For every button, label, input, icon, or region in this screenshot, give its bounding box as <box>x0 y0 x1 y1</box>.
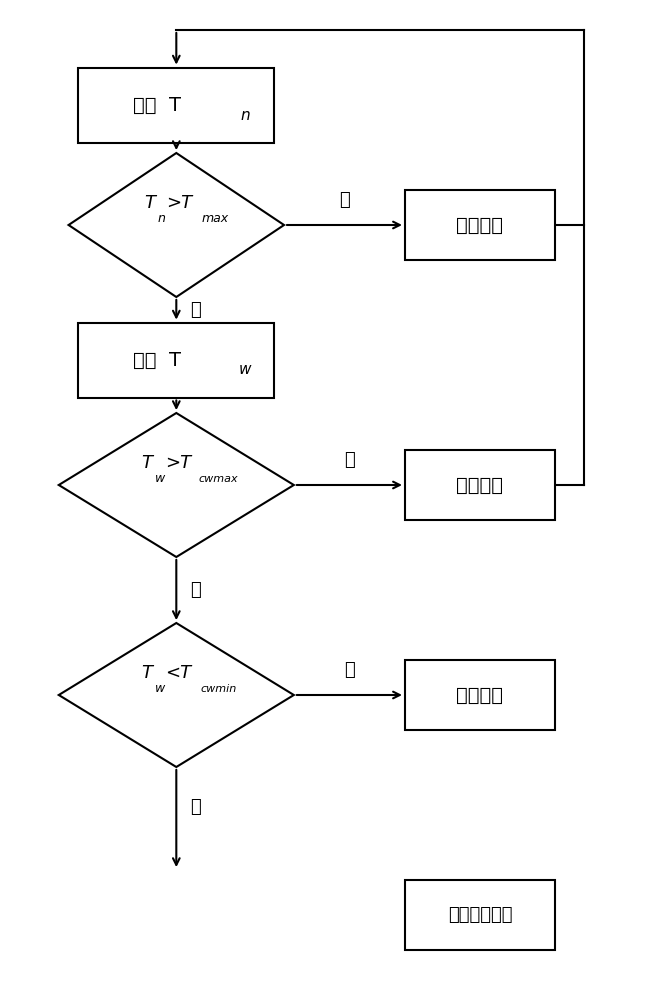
Text: 否: 否 <box>191 301 201 319</box>
Text: 是: 是 <box>344 661 355 679</box>
Bar <box>405 190 555 260</box>
Text: T: T <box>142 454 152 472</box>
Text: >T: >T <box>167 194 193 212</box>
Text: cwmin: cwmin <box>200 684 237 694</box>
Text: cwmax: cwmax <box>199 474 238 484</box>
Text: n: n <box>158 213 166 226</box>
Text: 否: 否 <box>191 581 201 599</box>
Text: w: w <box>238 362 251 377</box>
Text: 测量  T: 测量 T <box>133 351 181 369</box>
Bar <box>78 68 274 142</box>
Bar <box>78 322 274 397</box>
Text: 开始空调: 开始空调 <box>456 686 503 704</box>
Text: 是: 是 <box>339 191 350 209</box>
Text: 测量  T: 测量 T <box>133 96 181 114</box>
Text: 是: 是 <box>344 451 355 469</box>
Text: w: w <box>155 682 165 696</box>
Text: w: w <box>155 473 165 486</box>
Text: 保持空调状态: 保持空调状态 <box>448 906 512 924</box>
Text: <T: <T <box>165 664 191 682</box>
Text: 停止加热: 停止加热 <box>456 476 503 494</box>
Polygon shape <box>59 623 294 767</box>
Text: n: n <box>240 107 249 122</box>
Text: >T: >T <box>165 454 191 472</box>
Bar <box>405 450 555 520</box>
Bar <box>405 880 555 950</box>
Text: max: max <box>202 213 229 226</box>
Text: 停止加热: 停止加热 <box>456 216 503 234</box>
Text: T: T <box>145 194 155 212</box>
Bar <box>405 660 555 730</box>
Text: T: T <box>142 664 152 682</box>
Text: 否: 否 <box>191 798 201 816</box>
Polygon shape <box>59 413 294 557</box>
Polygon shape <box>69 153 284 297</box>
